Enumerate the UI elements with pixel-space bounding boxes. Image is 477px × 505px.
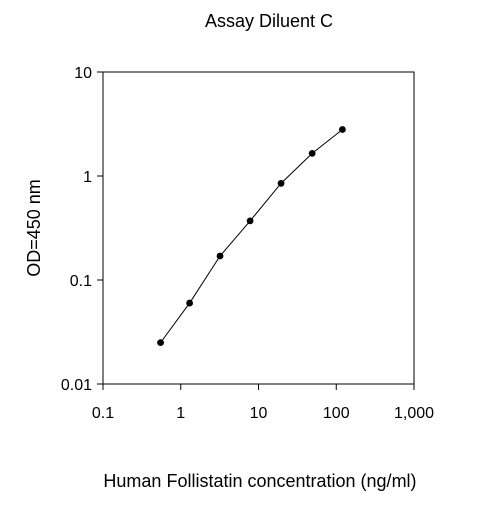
data-point [157,339,164,347]
data-point [186,299,194,307]
data-point [277,179,285,187]
data-point [246,217,254,225]
x-axis-tick-labels: 0.1 1 10 100 1,000 [92,405,434,422]
x-axis-ticks [102,384,415,390]
series-line [160,129,343,343]
chart-title: Assay Diluent C [205,11,333,31]
y-tick-label: 1 [83,169,92,186]
y-tick-label: 0.01 [61,377,92,394]
x-tick-label: 10 [250,405,268,422]
y-axis-ticks [97,71,103,385]
y-axis-tick-labels: 0.01 0.1 1 10 [61,65,92,394]
x-tick-label: 1,000 [394,405,434,422]
y-tick-label: 10 [74,65,92,82]
x-tick-label: 0.1 [92,405,114,422]
y-tick-label: 0.1 [70,273,92,290]
x-tick-label: 100 [323,405,350,422]
plot-area-frame [102,71,415,385]
data-point [216,252,224,260]
data-point [339,126,346,133]
x-axis-title: Human Follistatin concentration (ng/ml) [103,471,416,491]
y-axis-title: OD=450 nm [24,179,44,277]
x-tick-label: 1 [176,405,185,422]
series-group [157,126,346,347]
data-point [308,149,316,157]
